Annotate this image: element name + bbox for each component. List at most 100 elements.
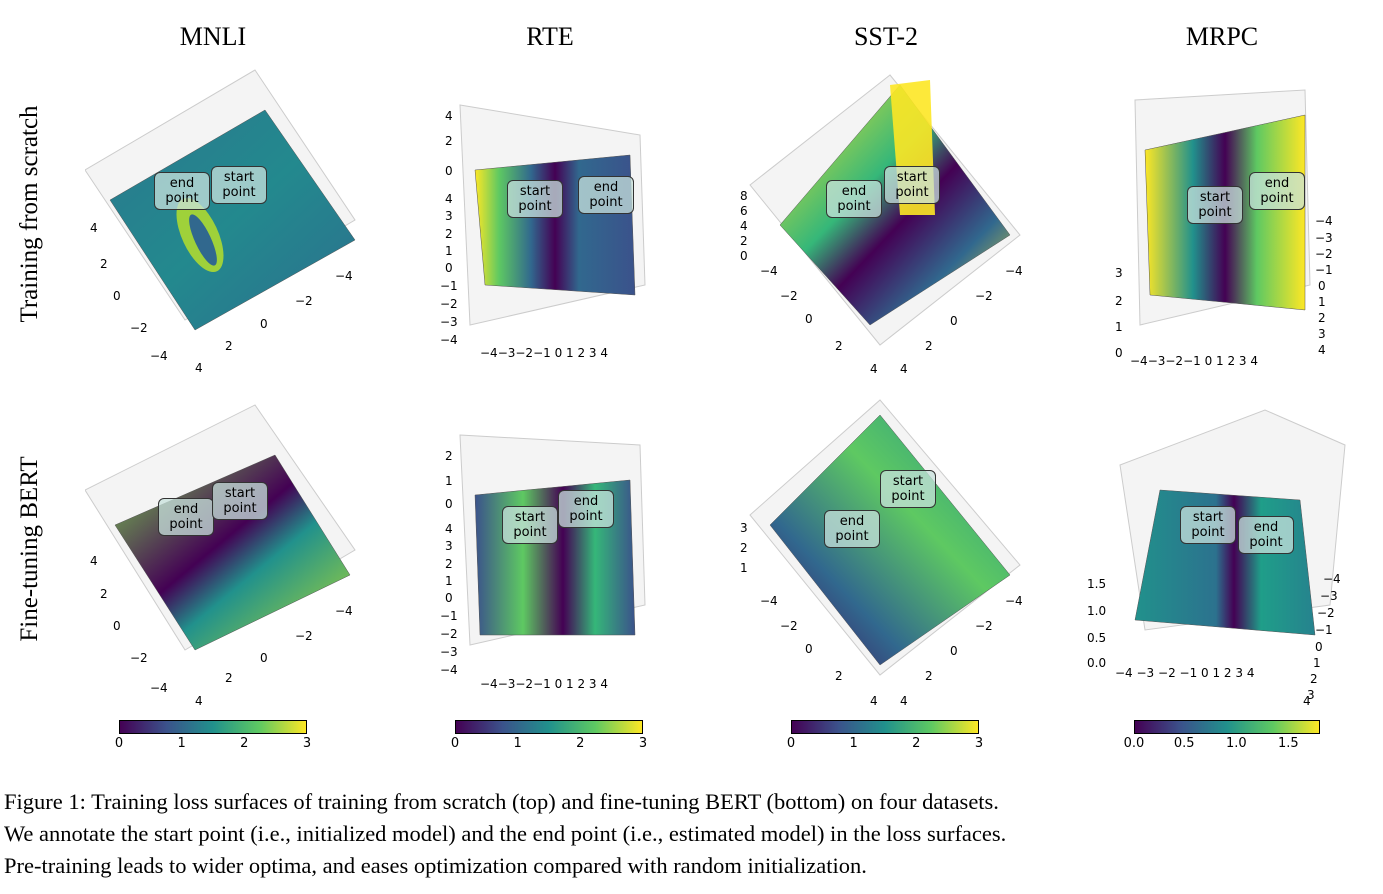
svg-text:2: 2: [925, 669, 933, 683]
svg-text:0: 0: [445, 591, 453, 605]
annotation-start-rte-bottom: start point: [502, 506, 558, 544]
svg-text:1: 1: [445, 474, 453, 488]
svg-text:0: 0: [1315, 640, 1323, 654]
svg-text:0: 0: [1318, 279, 1326, 293]
colorbar-tick: 0: [786, 736, 796, 751]
svg-text:−1: −1: [1315, 623, 1333, 637]
svg-text:−2: −2: [780, 289, 798, 303]
svg-text:−2: −2: [295, 294, 313, 308]
svg-text:1: 1: [445, 574, 453, 588]
svg-text:2: 2: [100, 257, 108, 271]
svg-text:−4: −4: [150, 681, 168, 695]
svg-text:−4: −4: [440, 663, 458, 677]
svg-text:−2: −2: [1317, 606, 1335, 620]
svg-text:0: 0: [1115, 346, 1123, 360]
svg-text:0.0: 0.0: [1087, 656, 1106, 670]
annotation-end-rte-bottom: end point: [558, 490, 614, 528]
svg-text:3: 3: [740, 521, 748, 535]
svg-text:2: 2: [925, 339, 933, 353]
colorbar-tick: 3: [638, 736, 648, 751]
svg-text:8: 8: [740, 189, 748, 203]
colorbar-gradient: [455, 720, 643, 734]
annotation-start-mrpc-top: start point: [1187, 186, 1243, 224]
svg-text:−4: −4: [760, 594, 778, 608]
colorbar-tick: 1: [177, 736, 186, 751]
svg-text:−4: −4: [335, 269, 353, 283]
row-label-scratch: Training from scratch: [16, 105, 43, 323]
annotation-start-rte-top: start point: [507, 180, 563, 218]
colorbar-tick: 0: [450, 736, 460, 751]
svg-text:2: 2: [225, 671, 233, 685]
svg-text:0: 0: [445, 164, 453, 178]
annotation-end-sst2-bottom: end point: [824, 510, 880, 548]
svg-text:−1: −1: [440, 609, 458, 623]
svg-text:2: 2: [1115, 294, 1123, 308]
svg-text:−4: −4: [1005, 594, 1023, 608]
svg-text:−3: −3: [440, 315, 458, 329]
svg-text:4: 4: [900, 694, 908, 708]
caption-line: We annotate the start point (i.e., initi…: [4, 821, 1007, 846]
svg-text:3: 3: [445, 539, 453, 553]
annotation-end-mrpc-bottom: end point: [1238, 516, 1294, 554]
row-label-finetune: Fine-tuning BERT: [16, 456, 43, 642]
svg-text:−4: −4: [440, 333, 458, 347]
svg-text:−2: −2: [440, 297, 458, 311]
svg-text:4: 4: [870, 694, 878, 708]
svg-text:1.0: 1.0: [1087, 604, 1106, 618]
svg-text:−4: −4: [1005, 264, 1023, 278]
svg-text:−2: −2: [440, 627, 458, 641]
svg-text:2: 2: [740, 541, 748, 555]
svg-text:−4: −4: [1315, 214, 1333, 228]
svg-text:4: 4: [445, 192, 453, 206]
colorbar-tick: 3: [302, 736, 312, 751]
colorbar-tick: 0.0: [1123, 736, 1145, 751]
colorbar-tick: 2: [576, 736, 585, 751]
svg-text:4: 4: [445, 522, 453, 536]
annotation-start-mrpc-bottom: start point: [1180, 506, 1236, 544]
colorbar-tick: 1.0: [1225, 736, 1247, 751]
colorbar-tick: 0: [114, 736, 124, 751]
svg-text:−2: −2: [780, 619, 798, 633]
surface-rte-scratch: 4 2 0 4 3 2 1 0 −1 −2 −3 −4 −4−3−2−1 0 1 2 3 4: [440, 95, 670, 370]
svg-text:1: 1: [1313, 656, 1321, 670]
svg-text:0: 0: [260, 651, 268, 665]
svg-text:2: 2: [1318, 311, 1326, 325]
svg-text:−1: −1: [440, 279, 458, 293]
svg-text:−2: −2: [295, 629, 313, 643]
surface-mrpc-scratch: 3 2 1 0 −4−3−2−1 0 1 2 3 4 −4 −3 −2 −1 0 1 2 3 4: [1110, 85, 1350, 375]
surface-mnli-finetune: 4 2 0 −2 −4 4 2 0 −2 −4: [85, 400, 375, 710]
svg-text:−2: −2: [130, 651, 148, 665]
svg-text:3: 3: [1318, 327, 1326, 341]
svg-text:−2: −2: [130, 321, 148, 335]
svg-text:0.5: 0.5: [1087, 631, 1106, 645]
annotation-end-rte-top: end point: [578, 176, 634, 214]
colorbar-sst2: 0 1 2 3: [787, 720, 983, 752]
svg-text:2: 2: [445, 557, 453, 571]
svg-text:2: 2: [445, 449, 453, 463]
svg-text:4: 4: [1318, 343, 1326, 357]
svg-text:0: 0: [805, 642, 813, 656]
svg-text:4: 4: [195, 361, 203, 375]
colorbar-tick: 2: [240, 736, 249, 751]
svg-text:0: 0: [445, 261, 453, 275]
svg-text:2: 2: [740, 234, 748, 248]
svg-text:1: 1: [740, 561, 748, 575]
svg-text:−4: −4: [760, 264, 778, 278]
svg-text:1: 1: [1318, 295, 1326, 309]
svg-text:0: 0: [113, 619, 121, 633]
svg-text:−2: −2: [975, 619, 993, 633]
colorbar-gradient: [791, 720, 979, 734]
svg-text:2: 2: [1310, 672, 1318, 686]
colorbar-tick: 2: [912, 736, 921, 751]
surface-mnli-scratch: 4 2 0 −2 −4 4 2 0 −2 −4: [85, 60, 375, 380]
svg-text:−3: −3: [1315, 231, 1333, 245]
svg-text:4: 4: [1303, 694, 1311, 708]
colorbar-tick: 0.5: [1173, 736, 1195, 751]
svg-text:−1: −1: [1315, 263, 1333, 277]
colorbar-tick: 1: [849, 736, 858, 751]
svg-text:4: 4: [740, 219, 748, 233]
annotation-end-mrpc-top: end point: [1249, 172, 1305, 210]
colorbar-tick: 1.5: [1278, 736, 1299, 751]
